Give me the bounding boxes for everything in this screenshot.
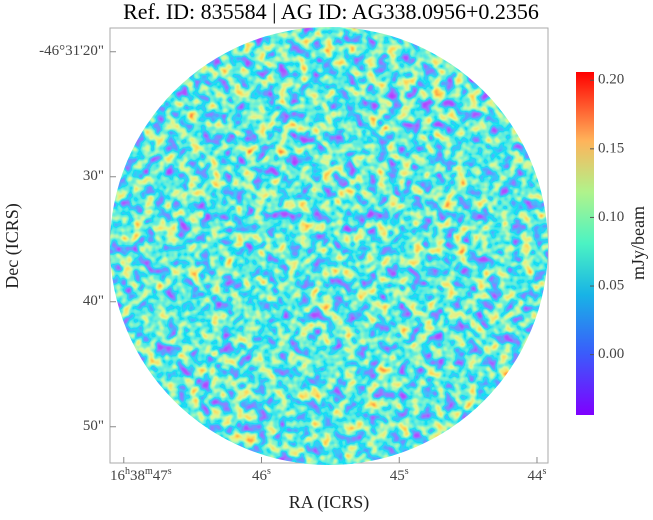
noise-field	[110, 27, 548, 465]
y-tick-label: 50"	[83, 418, 104, 434]
image-map	[110, 27, 548, 465]
colorbar-tick-label: 0.15	[598, 140, 624, 156]
chart-title: Ref. ID: 835584 | AG ID: AG338.0956+0.23…	[123, 0, 539, 24]
x-tick-label: 45s	[390, 466, 409, 485]
y-axis-label: Dec (ICRS)	[2, 203, 23, 288]
colorbar-tick-label: 0.00	[598, 346, 624, 362]
colorbar-tick-label: 0.10	[598, 209, 624, 225]
colorbar-label: mJy/beam	[628, 206, 648, 280]
x-tick-label: 16h38m47s	[110, 466, 172, 485]
colorbar-tick-label: 0.05	[598, 277, 624, 293]
y-tick-label: -46°31'20"	[39, 43, 104, 59]
x-tick-label: 44s	[528, 466, 547, 485]
y-tick-label: 30"	[83, 168, 104, 184]
y-tick-label: 40"	[83, 293, 104, 309]
colorbar	[576, 72, 594, 415]
x-tick-label: 46s	[252, 466, 271, 485]
x-axis-label: RA (ICRS)	[289, 492, 370, 513]
colorbar-tick-label: 0.20	[598, 72, 624, 88]
